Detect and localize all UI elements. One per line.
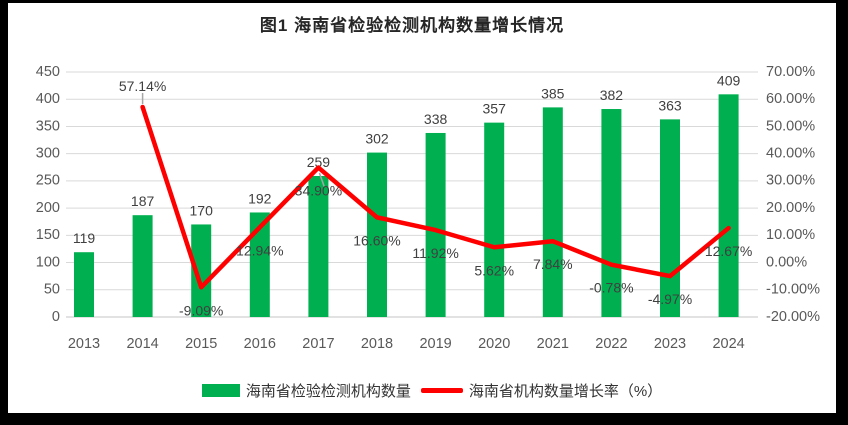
axis-tick-right: 30.00% — [766, 173, 815, 189]
axis-tick-right: 50.00% — [766, 118, 815, 134]
bar — [718, 94, 739, 317]
bar-label: 382 — [600, 87, 624, 103]
line-label: -4.97% — [648, 291, 692, 307]
x-axis-label: 2023 — [654, 336, 686, 352]
x-axis-label: 2015 — [185, 336, 217, 352]
axis-tick-right: -20.00% — [766, 309, 820, 325]
combo-chart-plot: 119 187 170 192 259 302 338 357 385 382 363 409 57.1… — [36, 64, 820, 352]
legend-item-bars: 海南省检验检测机构数量 — [201, 380, 411, 401]
bar-label: 187 — [131, 193, 155, 209]
axis-tick-left: 150 — [36, 227, 60, 243]
axis-tick-right: 20.00% — [766, 200, 815, 216]
bar — [308, 175, 329, 317]
line-series — [140, 104, 731, 290]
bar-label: 170 — [190, 202, 214, 218]
bar — [660, 119, 680, 317]
x-axis-label: 2020 — [478, 336, 510, 352]
x-axis-label: 2024 — [712, 336, 744, 352]
x-axis-label: 2017 — [302, 336, 334, 352]
label-leader — [318, 172, 326, 188]
bar — [132, 215, 153, 317]
axis-tick-left: 250 — [36, 173, 60, 189]
x-axis-label: 2013 — [68, 336, 100, 352]
bar — [249, 212, 270, 317]
axis-tick-left: 50 — [44, 282, 60, 298]
axis-tick-right: 60.00% — [766, 91, 815, 107]
bar — [484, 122, 505, 317]
bar-label: 385 — [541, 85, 565, 101]
line-label: 12.94% — [236, 242, 283, 258]
legend-line-label: 海南省机构数量增长率（%） — [468, 383, 663, 400]
axis-tick-left: 450 — [36, 64, 60, 80]
legend-item-line: 海南省机构数量增长率（%） — [420, 380, 663, 401]
bar-label: 119 — [73, 230, 96, 246]
x-axis-label: 2018 — [361, 336, 393, 352]
bar-label: 302 — [365, 131, 389, 147]
legend: 海南省检验检测机构数量 海南省机构数量增长率（%） — [8, 380, 836, 401]
bar-label: 357 — [483, 101, 507, 117]
axis-tick-left: 350 — [36, 118, 60, 134]
bar — [425, 132, 446, 317]
axis-tick-left: 0 — [52, 309, 60, 325]
line-label: 12.67% — [705, 243, 752, 259]
legend-bar-label: 海南省检验检测机构数量 — [245, 383, 411, 400]
axis-tick-left: 400 — [36, 91, 60, 107]
line-label: 57.14% — [119, 78, 166, 94]
line-label: 11.92% — [412, 245, 458, 261]
axis-tick-left: 300 — [36, 145, 60, 161]
bar-label: 338 — [424, 111, 448, 127]
bar — [74, 252, 94, 317]
x-axis-label: 2016 — [244, 336, 276, 352]
line-label: 7.84% — [533, 256, 573, 272]
legend-bar-swatch — [201, 384, 240, 397]
axis-tick-right: 0.00% — [766, 254, 807, 270]
chart-panel: 图1 海南省检验检测机构数量增长情况 119 187 170 192 259 302 338… — [8, 3, 836, 413]
axis-tick-right: 70.00% — [766, 64, 815, 80]
bar — [367, 152, 387, 317]
bar — [191, 224, 212, 317]
line-label: -0.78% — [589, 280, 633, 296]
bar-label: 409 — [717, 72, 741, 88]
x-axis-label: 2014 — [126, 336, 158, 352]
x-axis-label: 2022 — [595, 336, 627, 352]
axis-tick-left: 200 — [36, 200, 60, 216]
legend-line-swatch — [420, 388, 463, 393]
chart-title: 图1 海南省检验检测机构数量增长情况 — [259, 16, 565, 35]
bar — [542, 107, 563, 317]
bar-label: 259 — [307, 154, 331, 170]
bar-label: 192 — [248, 190, 272, 206]
axis-tick-right: -10.00% — [766, 282, 820, 298]
bar-label: 363 — [658, 97, 682, 113]
axis-tick-left: 100 — [36, 254, 60, 270]
line-label: 5.62% — [474, 262, 514, 278]
axis-tick-right: 40.00% — [766, 145, 815, 161]
axis-tick-right: 10.00% — [766, 227, 815, 243]
line-label: 16.60% — [353, 232, 400, 248]
x-axis-label: 2021 — [537, 336, 569, 352]
x-axis-label: 2019 — [419, 336, 451, 352]
line-label: -9.09% — [179, 302, 223, 318]
line-label: 34.90% — [295, 183, 342, 199]
